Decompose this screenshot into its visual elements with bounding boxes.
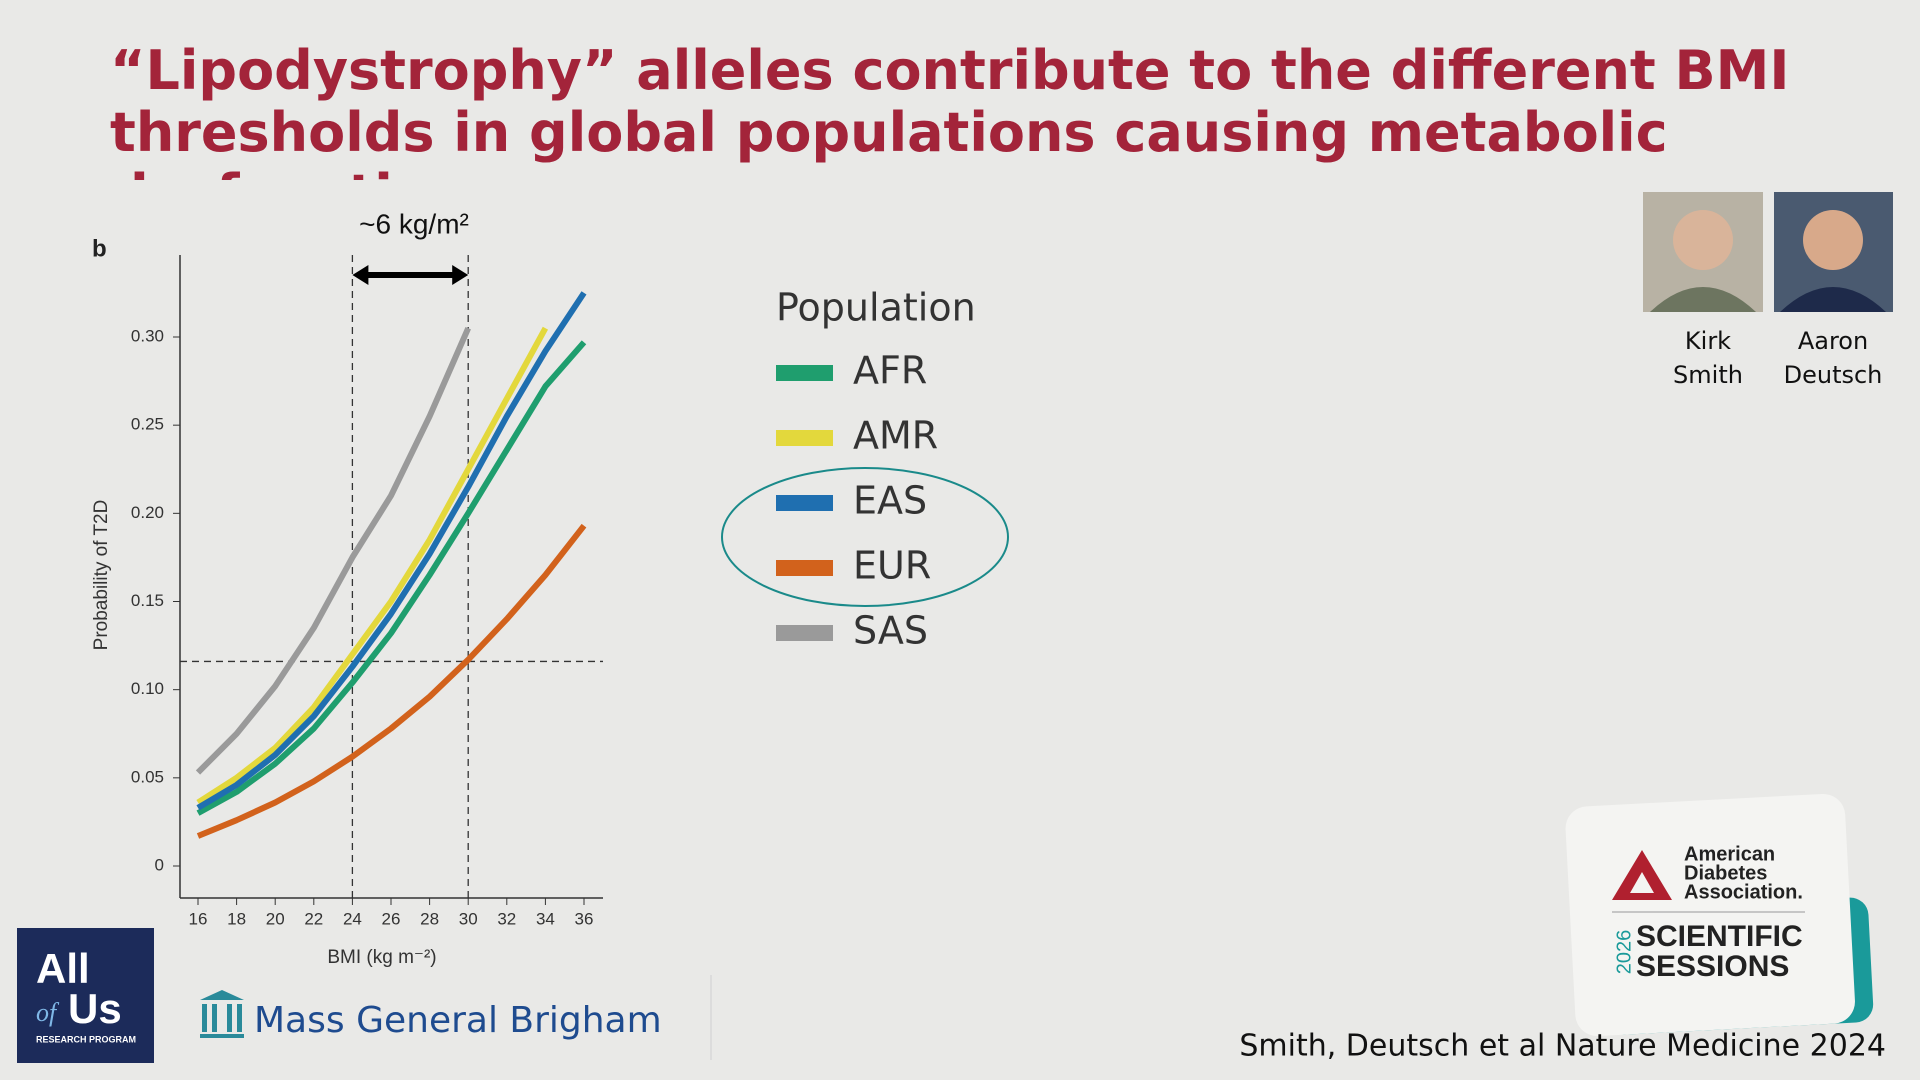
- logo-text: RESEARCH PROGRAM: [36, 1034, 136, 1044]
- legend-swatch: [776, 495, 833, 511]
- legend-label: SAS: [853, 609, 928, 653]
- badge-event: SESSIONS: [1636, 950, 1789, 983]
- x-tick-label: 20: [266, 909, 285, 928]
- highlight-ellipse: [721, 467, 1009, 607]
- y-tick-label: 0.15: [131, 591, 164, 610]
- author-last: Deutsch: [1784, 361, 1883, 389]
- x-tick-label: 34: [536, 909, 555, 928]
- title-box: “Lipodystrophy” alleles contribute to th…: [110, 40, 1790, 180]
- legend-swatch: [776, 625, 833, 641]
- slide-title: “Lipodystrophy” alleles contribute to th…: [110, 40, 1790, 180]
- y-tick-label: 0.10: [131, 679, 164, 698]
- badge-event: SCIENTIFIC: [1636, 920, 1803, 953]
- x-tick-label: 36: [575, 909, 594, 928]
- badge-year: 2026: [1613, 930, 1635, 975]
- series-line: [196, 523, 587, 839]
- series-line: [196, 326, 549, 806]
- logo-text: Us: [68, 985, 122, 1032]
- series-line: [196, 291, 587, 811]
- x-tick-label: 26: [382, 909, 401, 928]
- x-axis-label: BMI (kg m⁻²): [327, 947, 436, 968]
- citation: Smith, Deutsch et al Nature Medicine 202…: [1239, 1029, 1886, 1064]
- legend-label: AMR: [853, 414, 938, 458]
- legend-swatch: [776, 365, 833, 381]
- photo-face: [1673, 210, 1733, 270]
- ada-icon: [1612, 850, 1672, 900]
- photo-body: [1780, 287, 1886, 312]
- series-line: [196, 340, 587, 816]
- badge-org: American: [1684, 843, 1775, 865]
- author-first: Aaron: [1798, 327, 1868, 355]
- y-tick-label: 0.05: [131, 767, 164, 786]
- badge: [1565, 793, 1874, 1037]
- legend-label: EAS: [853, 479, 927, 523]
- series-line: [195, 326, 471, 775]
- x-tick-label: 30: [459, 909, 478, 928]
- x-tick-label: 22: [304, 909, 323, 928]
- photo-face: [1803, 210, 1863, 270]
- author-first: Kirk: [1685, 327, 1731, 355]
- logo-mgb-icon: [200, 990, 244, 1038]
- panel-label: b: [92, 235, 107, 262]
- badge-org: Association.: [1684, 881, 1803, 903]
- y-tick-label: 0.30: [131, 326, 164, 345]
- badge-org: Diabetes: [1684, 862, 1767, 884]
- legend-swatch: [776, 430, 833, 446]
- x-tick-label: 16: [189, 909, 208, 928]
- logo-mgb: Mass General Brigham: [254, 1000, 662, 1041]
- author-last: Smith: [1673, 361, 1743, 389]
- y-tick-label: 0.25: [131, 415, 164, 434]
- annotation: ~6 kg/m²: [359, 208, 469, 239]
- logo-all-of-us: [17, 928, 154, 1063]
- x-tick-label: 18: [227, 909, 246, 928]
- y-axis-label: Probability of T2D: [91, 500, 112, 651]
- badge-front: [1565, 793, 1855, 1037]
- logo-text: All: [36, 945, 90, 992]
- legend-label: EUR: [853, 544, 931, 588]
- x-tick-label: 24: [343, 909, 362, 928]
- legend-label: AFR: [853, 349, 927, 393]
- legend-title: Population: [776, 286, 976, 330]
- x-tick-label: 28: [420, 909, 439, 928]
- photo-body: [1650, 287, 1756, 312]
- y-tick-label: 0.20: [131, 503, 164, 522]
- y-tick-label: 0: [155, 855, 164, 874]
- x-tick-label: 32: [497, 909, 516, 928]
- logo-text: of: [36, 998, 60, 1027]
- legend-swatch: [776, 560, 833, 576]
